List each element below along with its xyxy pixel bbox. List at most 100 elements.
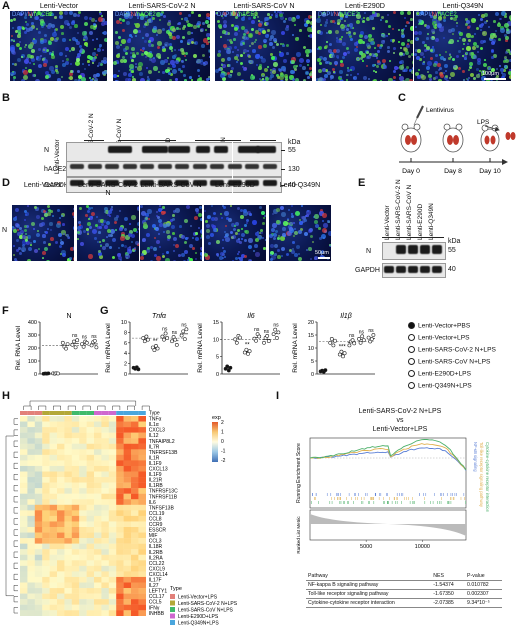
signal-dot xyxy=(93,23,96,26)
signal-dot xyxy=(283,20,287,24)
y-axis-label: Rel. mRNA Level xyxy=(292,323,299,373)
signal-dot xyxy=(323,256,325,258)
signal-dot xyxy=(332,20,336,24)
signal-dot xyxy=(19,252,23,256)
signal-dot xyxy=(115,31,118,34)
signal-dot xyxy=(348,33,351,36)
signal-dot xyxy=(411,53,413,57)
signal-dot xyxy=(315,224,320,229)
signal-dot xyxy=(504,56,507,59)
y-tick-label: 300 xyxy=(28,333,37,339)
signal-dot xyxy=(452,33,454,35)
signal-dot xyxy=(51,55,55,59)
signal-dot xyxy=(393,70,396,73)
signal-dot xyxy=(307,76,310,79)
signal-dot xyxy=(230,70,233,73)
signal-dot xyxy=(122,19,125,22)
signal-dot xyxy=(243,14,246,17)
type-legend-swatch xyxy=(170,620,175,625)
signal-dot xyxy=(362,60,364,62)
signal-dot xyxy=(30,55,35,60)
signal-dot xyxy=(438,79,442,81)
signal-dot xyxy=(325,45,328,48)
signal-dot xyxy=(240,209,244,213)
type-legend-swatch xyxy=(170,594,175,599)
signal-dot xyxy=(20,230,24,234)
signal-dot xyxy=(61,213,66,218)
signal-dot xyxy=(129,230,133,234)
signal-dot xyxy=(242,42,245,45)
signal-dot xyxy=(139,72,143,76)
signal-dot xyxy=(156,53,161,58)
signal-dot xyxy=(140,256,145,261)
signal-dot xyxy=(459,32,463,36)
signal-dot xyxy=(458,67,462,71)
signal-dot xyxy=(143,224,148,229)
signal-dot xyxy=(142,220,146,224)
signal-dot xyxy=(319,31,323,35)
signal-dot xyxy=(165,69,170,74)
signal-dot xyxy=(259,206,263,210)
signal-dot xyxy=(234,56,239,61)
signal-dot xyxy=(23,70,28,75)
signal-dot xyxy=(173,260,176,261)
signal-dot xyxy=(205,20,210,25)
signal-dot xyxy=(52,215,54,217)
signal-dot xyxy=(465,18,468,21)
signal-dot xyxy=(145,33,149,37)
signal-dot xyxy=(342,42,347,47)
signal-dot xyxy=(304,23,309,28)
signal-dot xyxy=(136,231,139,234)
signal-dot xyxy=(225,225,228,228)
signal-dot xyxy=(93,24,98,29)
signal-dot xyxy=(22,27,26,31)
signal-dot xyxy=(181,51,186,56)
data-point xyxy=(333,338,337,343)
signal-dot xyxy=(393,52,395,54)
signal-dot xyxy=(172,64,177,69)
signal-dot xyxy=(221,217,224,220)
signal-dot xyxy=(111,206,114,209)
signal-dot xyxy=(501,72,503,74)
blot-band xyxy=(140,180,154,186)
signal-dot xyxy=(170,73,173,76)
signal-dot xyxy=(208,49,210,54)
kda-tick xyxy=(281,169,285,170)
signal-dot xyxy=(478,14,480,16)
signal-dot xyxy=(233,228,237,232)
signal-dot xyxy=(59,217,61,219)
signal-dot xyxy=(481,14,485,18)
signal-dot xyxy=(424,44,427,47)
row-label: hACE2 xyxy=(44,166,67,173)
signal-dot xyxy=(116,45,121,50)
signal-dot xyxy=(132,54,136,58)
signal-dot xyxy=(48,243,51,246)
signal-dot xyxy=(223,24,227,28)
signal-dot xyxy=(294,68,298,72)
signal-dot xyxy=(241,228,244,231)
signal-dot xyxy=(221,58,225,62)
separator: / xyxy=(237,12,239,18)
lane-label: Lenti-Vector xyxy=(384,205,391,240)
signal-dot xyxy=(323,223,328,228)
signal-dot xyxy=(426,66,430,70)
data-point xyxy=(341,354,345,359)
signal-dot xyxy=(59,52,63,56)
signal-dot xyxy=(29,14,31,16)
signal-dot xyxy=(222,247,224,249)
signal-dot xyxy=(246,219,249,222)
signal-dot xyxy=(153,57,155,59)
signal-dot xyxy=(52,51,54,53)
signal-dot xyxy=(276,220,281,225)
signal-dot xyxy=(232,235,237,240)
signal-dot xyxy=(50,229,52,231)
signal-dot xyxy=(155,227,160,232)
signal-dot xyxy=(25,212,29,216)
signal-dot xyxy=(18,247,21,250)
signal-dot xyxy=(433,25,437,29)
signal-dot xyxy=(181,60,183,62)
signal-dot xyxy=(52,32,57,37)
signal-dot xyxy=(353,77,356,80)
signal-dot xyxy=(308,247,312,251)
